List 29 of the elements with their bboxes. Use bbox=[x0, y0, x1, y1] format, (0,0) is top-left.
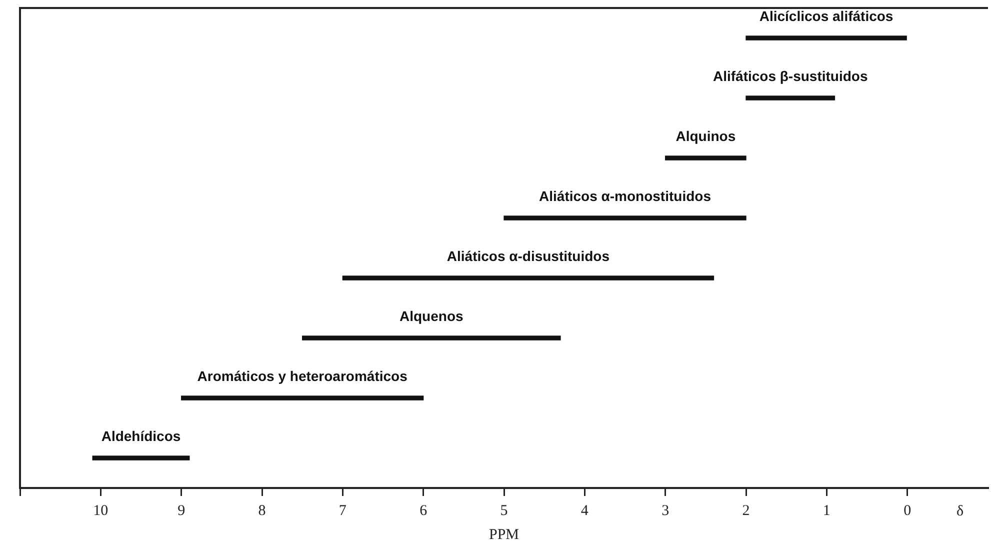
y-tick-label: Alquinos bbox=[676, 128, 736, 144]
x-tick-label: 8 bbox=[258, 502, 266, 519]
bar bbox=[665, 156, 746, 160]
text: δ bbox=[956, 503, 964, 520]
y-tick-label: Aldehídicos bbox=[101, 428, 181, 444]
bar bbox=[92, 456, 190, 460]
y-tick-label: Alicíclicos alifáticos bbox=[759, 8, 894, 24]
x-tick-label: 4 bbox=[580, 502, 589, 519]
x-tick-label: 5 bbox=[500, 502, 508, 519]
x-tick-label: 1 bbox=[822, 502, 830, 519]
y-tick-label: Aliáticos α-disustituidos bbox=[446, 248, 610, 264]
y-tick-label: Alifáticos β-sustituidos bbox=[712, 68, 868, 84]
x-tick-label: 6 bbox=[420, 502, 428, 519]
y-tick-label: Aliáticos α-monostituidos bbox=[539, 188, 712, 204]
bar bbox=[504, 216, 746, 220]
y-tick-label: Alquenos bbox=[400, 308, 464, 324]
bar bbox=[342, 276, 714, 280]
x-tick-label: 7 bbox=[338, 502, 347, 519]
bar bbox=[181, 396, 424, 400]
x-tick-label: 10 bbox=[93, 502, 108, 519]
bar bbox=[746, 96, 836, 100]
y-tick-label: Aromáticos y heteroaromáticos bbox=[197, 368, 408, 384]
bar bbox=[746, 36, 907, 40]
x-axis-title: PPM bbox=[488, 526, 520, 543]
x-tick-label: 2 bbox=[742, 502, 750, 519]
x-tick-label: 3 bbox=[662, 502, 670, 519]
bar bbox=[302, 336, 561, 340]
x-tick-label: 0 bbox=[904, 502, 912, 519]
x-tick-label: 9 bbox=[178, 502, 186, 519]
